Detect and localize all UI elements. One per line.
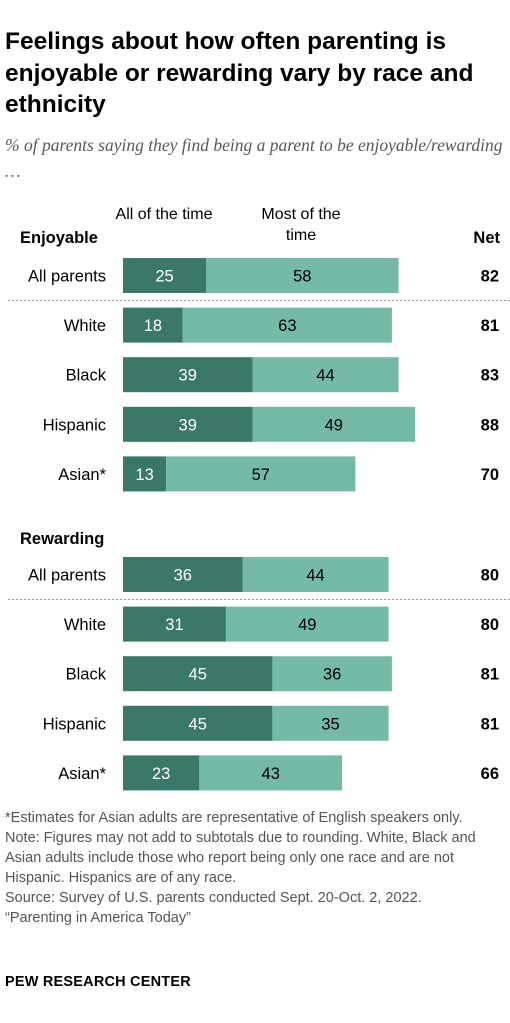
footnote-note: Note: Figures may not add to subtotals d… [5, 830, 476, 886]
value-most-of-the-time-rewarding-hispanic: 35 [321, 715, 339, 733]
net-value-rewarding-white: 80 [481, 616, 499, 634]
section-heading-rewarding: Rewarding [20, 530, 105, 548]
row-label-rewarding-all-parents: All parents [28, 567, 106, 585]
chart-svg: All parents 25 58 82 White 18 63 81 Black 39 44 83 H… [8, 258, 510, 791]
bar-most-of-the-time-enjoyable-white [182, 307, 392, 343]
bar-most-of-the-time-rewarding-hispanic [272, 705, 389, 741]
bar-all-of-the-time-enjoyable-black [123, 357, 253, 393]
net-value-rewarding-all-parents: 80 [481, 567, 499, 585]
row-label-enjoyable-black: Black [66, 367, 107, 385]
bar-most-of-the-time-enjoyable-black [252, 357, 399, 393]
net-value-enjoyable-all-parents: 82 [481, 268, 499, 286]
bar-all-of-the-time-rewarding-black [123, 656, 273, 692]
bar-most-of-the-time-enjoyable-asian [166, 456, 356, 492]
row-label-rewarding-hispanic: Hispanic [43, 715, 106, 733]
brand-label: PEW RESEARCH CENTER [5, 974, 191, 990]
value-all-of-the-time-rewarding-white: 31 [165, 616, 183, 634]
value-most-of-the-time-rewarding-black: 36 [323, 666, 341, 684]
chart-title: Feelings about how often parenting is en… [5, 28, 474, 118]
net-value-rewarding-hispanic: 81 [481, 715, 499, 733]
footnote-report: “Parenting in America Today” [5, 910, 191, 926]
bar-all-of-the-time-enjoyable-asian [123, 456, 167, 492]
row-label-rewarding-asian: Asian* [58, 765, 106, 783]
row-label-enjoyable-asian: Asian* [58, 466, 106, 484]
net-value-rewarding-asian: 66 [481, 765, 499, 783]
value-all-of-the-time-rewarding-asian: 23 [152, 765, 170, 783]
footnotes: *Estimates for Asian adults are represen… [5, 808, 510, 928]
net-value-rewarding-black: 81 [481, 666, 499, 684]
bar-most-of-the-time-rewarding-all-parents [242, 557, 389, 592]
bar-all-of-the-time-rewarding-asian [123, 755, 200, 791]
bar-most-of-the-time-rewarding-black [272, 656, 392, 692]
value-most-of-the-time-rewarding-all-parents: 44 [306, 567, 324, 585]
row-label-enjoyable-all-parents: All parents [28, 268, 106, 286]
value-all-of-the-time-rewarding-black: 45 [189, 666, 207, 684]
section-heading-enjoyable: Enjoyable [20, 229, 98, 247]
bar-all-of-the-time-enjoyable-white [123, 307, 183, 343]
legend-all-of-the-time: All of the time [115, 206, 213, 223]
bar-most-of-the-time-rewarding-white [225, 606, 389, 642]
value-all-of-the-time-enjoyable-white: 18 [144, 317, 162, 335]
value-most-of-the-time-enjoyable-asian: 57 [252, 466, 270, 484]
row-label-rewarding-white: White [64, 616, 106, 634]
chart-subtitle: % of parents saying they find being a pa… [5, 135, 503, 181]
footnote-asian: *Estimates for Asian adults are represen… [5, 810, 463, 826]
net-value-enjoyable-asian: 70 [481, 466, 499, 484]
net-value-enjoyable-hispanic: 88 [481, 416, 499, 434]
bar-all-of-the-time-enjoyable-all-parents [123, 258, 206, 293]
row-label-enjoyable-hispanic: Hispanic [43, 416, 106, 434]
value-most-of-the-time-enjoyable-hispanic: 49 [325, 416, 343, 434]
row-label-enjoyable-white: White [64, 317, 106, 335]
bar-all-of-the-time-rewarding-white [123, 606, 226, 642]
value-most-of-the-time-rewarding-white: 49 [298, 616, 316, 634]
value-all-of-the-time-rewarding-all-parents: 36 [174, 567, 192, 585]
value-most-of-the-time-enjoyable-white: 63 [278, 317, 296, 335]
value-all-of-the-time-enjoyable-asian: 13 [135, 466, 153, 484]
bar-most-of-the-time-rewarding-asian [199, 755, 343, 791]
value-all-of-the-time-enjoyable-hispanic: 39 [179, 416, 197, 434]
bar-all-of-the-time-enjoyable-hispanic [123, 406, 253, 442]
net-value-enjoyable-black: 83 [481, 367, 499, 385]
net-column-header: Net [473, 229, 500, 247]
bar-most-of-the-time-enjoyable-hispanic [252, 406, 416, 442]
row-label-rewarding-black: Black [66, 666, 107, 684]
value-most-of-the-time-enjoyable-all-parents: 58 [293, 268, 311, 286]
value-all-of-the-time-enjoyable-all-parents: 25 [155, 268, 173, 286]
bar-all-of-the-time-rewarding-hispanic [123, 705, 273, 741]
value-most-of-the-time-enjoyable-black: 44 [316, 367, 334, 385]
value-most-of-the-time-rewarding-asian: 43 [262, 765, 280, 783]
footnote-source: Source: Survey of U.S. parents conducted… [5, 890, 422, 906]
legend-most-of-the-time: Most of the time [261, 206, 341, 244]
value-all-of-the-time-enjoyable-black: 39 [179, 367, 197, 385]
bar-all-of-the-time-rewarding-all-parents [123, 557, 243, 592]
net-value-enjoyable-white: 81 [481, 317, 499, 335]
value-all-of-the-time-rewarding-hispanic: 45 [189, 715, 207, 733]
bar-most-of-the-time-enjoyable-all-parents [206, 258, 399, 293]
